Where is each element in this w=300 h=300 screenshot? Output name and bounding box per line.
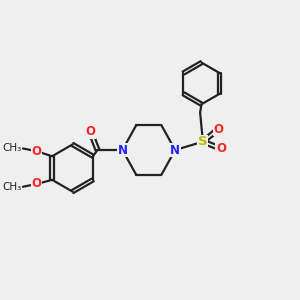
Text: O: O	[85, 125, 95, 139]
Text: CH₃: CH₃	[2, 182, 22, 192]
Text: O: O	[32, 178, 42, 190]
Text: N: N	[170, 143, 180, 157]
Text: S: S	[198, 135, 208, 148]
Text: O: O	[216, 142, 226, 155]
Text: O: O	[32, 145, 42, 158]
Text: O: O	[213, 123, 223, 136]
Text: CH₃: CH₃	[2, 143, 22, 154]
Text: N: N	[117, 143, 128, 157]
